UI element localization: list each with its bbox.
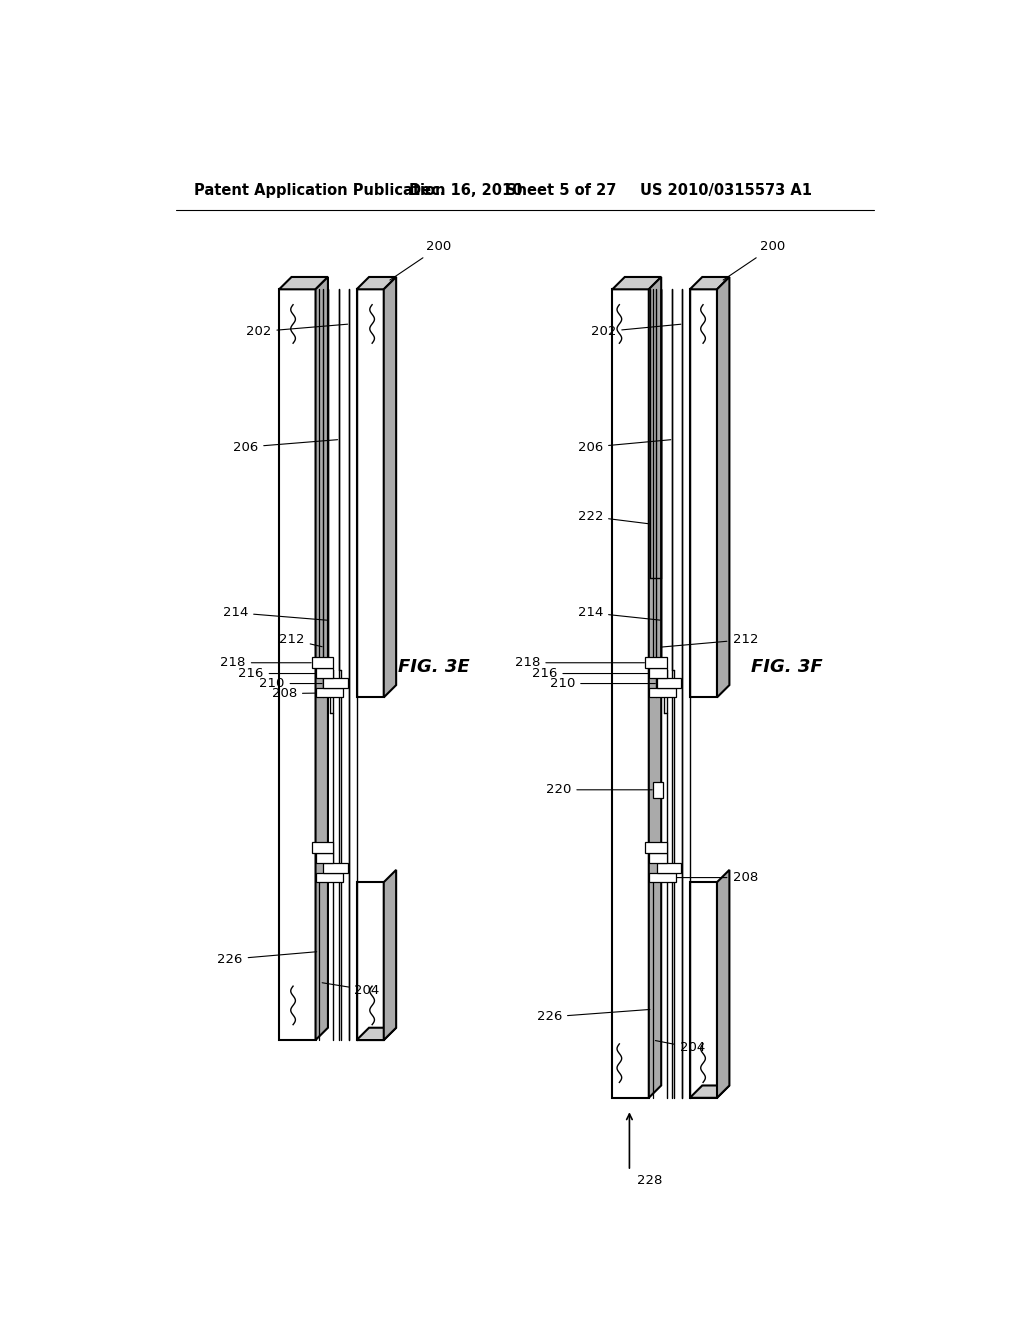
Polygon shape xyxy=(356,277,396,289)
Text: 216: 216 xyxy=(532,667,648,680)
Polygon shape xyxy=(612,277,662,289)
Text: 216: 216 xyxy=(239,667,315,680)
Polygon shape xyxy=(690,289,717,697)
Text: 220: 220 xyxy=(546,783,652,796)
Text: US 2010/0315573 A1: US 2010/0315573 A1 xyxy=(640,183,811,198)
Text: 212: 212 xyxy=(660,634,758,647)
Text: 218: 218 xyxy=(515,656,644,669)
Polygon shape xyxy=(612,289,649,1098)
Text: FIG. 3F: FIG. 3F xyxy=(751,657,822,676)
Text: 214: 214 xyxy=(578,606,660,620)
Polygon shape xyxy=(315,688,343,697)
Text: 200: 200 xyxy=(390,240,452,280)
Text: Dec. 16, 2010: Dec. 16, 2010 xyxy=(409,183,522,198)
Polygon shape xyxy=(717,277,729,697)
Text: Sheet 5 of 27: Sheet 5 of 27 xyxy=(506,183,616,198)
Polygon shape xyxy=(717,870,729,1098)
Text: 206: 206 xyxy=(232,440,338,454)
Polygon shape xyxy=(311,657,334,668)
Polygon shape xyxy=(356,289,384,697)
Text: FIG. 3E: FIG. 3E xyxy=(398,657,470,676)
Text: 208: 208 xyxy=(677,871,758,884)
Polygon shape xyxy=(324,678,348,688)
Polygon shape xyxy=(656,678,681,688)
Text: 206: 206 xyxy=(578,440,671,454)
Polygon shape xyxy=(356,1028,396,1040)
Text: 204: 204 xyxy=(323,983,380,997)
Polygon shape xyxy=(315,873,343,882)
Polygon shape xyxy=(356,882,384,1040)
Polygon shape xyxy=(652,781,663,797)
Text: 204: 204 xyxy=(655,1040,706,1055)
Text: 226: 226 xyxy=(217,952,316,966)
Polygon shape xyxy=(649,853,667,863)
Text: 202: 202 xyxy=(591,325,681,338)
Polygon shape xyxy=(315,277,328,1040)
Text: 200: 200 xyxy=(723,240,784,280)
Polygon shape xyxy=(649,873,676,882)
Text: 202: 202 xyxy=(246,325,348,338)
Text: 226: 226 xyxy=(537,1010,650,1023)
Polygon shape xyxy=(324,863,348,873)
Text: 212: 212 xyxy=(280,634,323,647)
Polygon shape xyxy=(280,289,315,1040)
Text: 218: 218 xyxy=(220,656,311,669)
Polygon shape xyxy=(690,882,717,1098)
Polygon shape xyxy=(645,657,667,668)
Polygon shape xyxy=(649,688,676,697)
Text: 208: 208 xyxy=(271,686,338,700)
Polygon shape xyxy=(690,277,729,289)
Polygon shape xyxy=(645,842,667,853)
Polygon shape xyxy=(311,842,334,853)
Polygon shape xyxy=(384,870,396,1040)
Text: 210: 210 xyxy=(259,677,323,690)
Polygon shape xyxy=(649,277,662,1098)
Polygon shape xyxy=(649,668,667,678)
Text: 210: 210 xyxy=(550,677,655,690)
Polygon shape xyxy=(315,668,334,678)
Text: 228: 228 xyxy=(637,1173,663,1187)
Polygon shape xyxy=(384,277,396,697)
Polygon shape xyxy=(280,277,328,289)
Text: Patent Application Publication: Patent Application Publication xyxy=(194,183,445,198)
Polygon shape xyxy=(315,853,334,863)
Polygon shape xyxy=(656,863,681,873)
Text: 222: 222 xyxy=(578,510,649,524)
Polygon shape xyxy=(690,1085,729,1098)
Text: 214: 214 xyxy=(223,606,327,620)
